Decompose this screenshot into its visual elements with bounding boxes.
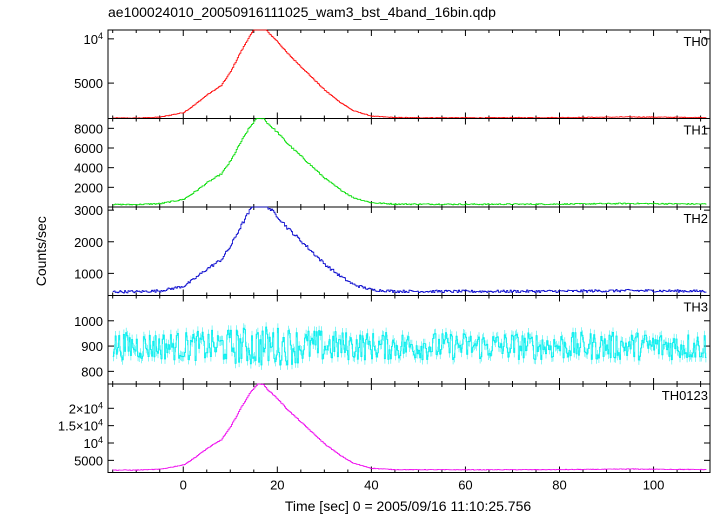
y-tick-label: 800 <box>81 364 103 379</box>
y-tick-label: 2000 <box>74 235 103 250</box>
panel-label: TH0 <box>683 34 708 49</box>
y-tick-label: 1.5×104 <box>58 418 103 434</box>
y-tick-label: 1000 <box>74 266 103 281</box>
y-tick-label: 104 <box>84 31 103 47</box>
y-tick-label: 6000 <box>74 141 103 156</box>
series-error-bars <box>113 30 707 119</box>
panel-th2: 1000 2000 3000 TH2 <box>74 203 711 296</box>
series-line-th0 <box>112 29 707 119</box>
panel-frame <box>107 383 711 473</box>
series-line-th1 <box>112 118 707 206</box>
y-tick-label: 3000 <box>74 203 103 218</box>
y-tick-label: 900 <box>81 339 103 354</box>
y-tick-label: 4000 <box>74 161 103 176</box>
x-tick-label: 0 <box>180 478 187 493</box>
x-tick-label: 60 <box>458 478 472 493</box>
x-tick-label: 80 <box>552 478 566 493</box>
y-tick-label: 2×104 <box>69 400 103 416</box>
y-tick-label: 5000 <box>74 453 103 468</box>
panel-th3: 800 900 1000 TH3 <box>74 295 711 385</box>
x-axis-title: Time [sec] 0 = 2005/09/16 11:10:25.756 <box>285 498 532 514</box>
panel-label: TH3 <box>683 300 708 315</box>
x-tick-label: 40 <box>364 478 378 493</box>
panel-label: TH0123 <box>662 388 708 403</box>
panel-th1: 2000 4000 6000 8000 TH1 <box>74 118 711 208</box>
panel-label: TH2 <box>683 211 708 226</box>
series-line-th3 <box>112 326 707 366</box>
series-error-bars <box>113 118 707 206</box>
series-error-bars <box>113 207 707 294</box>
y-tick-label: 104 <box>84 435 103 451</box>
x-tick-label: 20 <box>270 478 284 493</box>
panel-th0: 5000 104 TH0 <box>74 29 711 119</box>
y-tick-label: 8000 <box>74 121 103 136</box>
series-line-th0123 <box>112 383 707 471</box>
x-tick-label: 100 <box>643 478 665 493</box>
series-error-bars <box>113 384 707 471</box>
panel-frame <box>107 118 711 208</box>
y-axis-title: Counts/sec <box>33 216 49 286</box>
panel-label: TH1 <box>683 123 708 138</box>
y-tick-label: 2000 <box>74 180 103 195</box>
y-tick-label: 1000 <box>74 314 103 329</box>
chart-title: ae100024010_20050916111025_wam3_bst_4ban… <box>108 4 496 20</box>
panel-frame <box>107 206 711 296</box>
series-line-th2 <box>112 206 707 294</box>
panel-frame <box>107 29 711 119</box>
y-tick-label: 5000 <box>74 76 103 91</box>
